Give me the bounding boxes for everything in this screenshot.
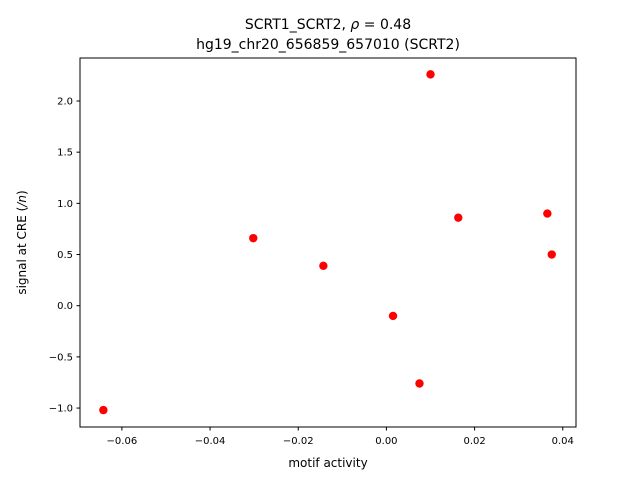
data-point <box>388 311 398 321</box>
x-tick-label: 0.00 <box>375 436 397 447</box>
chart-title-line1: SCRT1_SCRT2, ρ = 0.48 <box>245 17 411 33</box>
x-tick-label: −0.04 <box>195 436 226 447</box>
y-tick-label: −1.0 <box>49 404 73 415</box>
axes-frame <box>79 57 577 428</box>
data-point <box>319 261 328 270</box>
y-tick-label: 0.5 <box>57 250 73 261</box>
x-tick-label: 0.02 <box>463 436 485 447</box>
x-tick-label: 0.04 <box>552 436 574 447</box>
x-axis-label: motif activity <box>288 456 367 470</box>
data-point <box>543 209 552 218</box>
y-tick-label: 0.0 <box>57 301 73 312</box>
data-point <box>547 250 556 259</box>
y-tick-label: 1.5 <box>57 148 73 159</box>
x-tick-label: −0.02 <box>283 436 314 447</box>
data-point <box>249 233 258 243</box>
chart-title-line2: hg19_chr20_656859_657010 (SCRT2) <box>196 37 460 53</box>
x-tick-label: −0.06 <box>107 436 138 447</box>
y-tick-label: 1.0 <box>57 199 73 210</box>
y-tick-label: −0.5 <box>49 352 73 363</box>
data-point <box>454 213 463 222</box>
plot-area: −0.06 −0.04 −0.02 0.00 0.02 0.04 −1.0 −0.5 0.0 0.… <box>49 70 574 447</box>
data-point <box>415 379 424 388</box>
y-tick-label: 2.0 <box>57 96 73 107</box>
data-point <box>99 405 108 415</box>
y-axis-label: signal at CRE (/n) <box>15 190 29 294</box>
data-point <box>426 70 435 79</box>
